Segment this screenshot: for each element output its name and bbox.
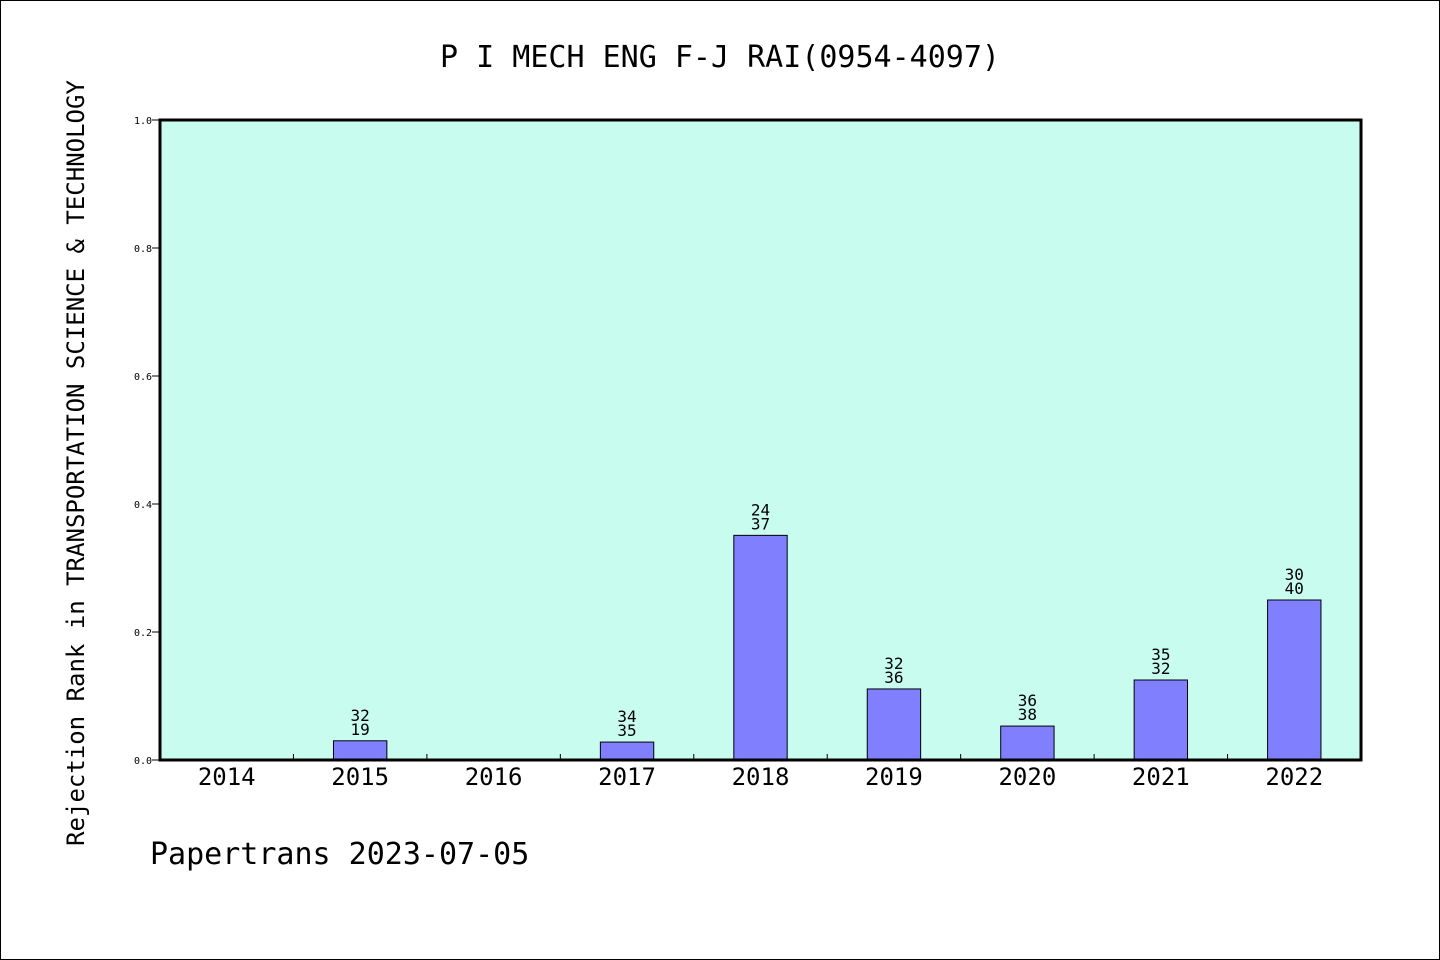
bar-label-top: 36 <box>1018 691 1037 710</box>
bar-label-bottom: 35 <box>617 721 636 740</box>
bar-label-top: 30 <box>1285 565 1304 584</box>
bar-label-bottom: 40 <box>1285 579 1304 598</box>
x-axis-ticks: 2014 2015 2016 2017 2018 2019 2020 2021 2022 <box>198 754 1323 791</box>
bars <box>332 534 1322 761</box>
bar <box>1000 725 1055 761</box>
bar-label-top: 34 <box>617 707 636 726</box>
x-tick-label: 2019 <box>865 763 923 791</box>
bar-label-top: 24 <box>751 500 770 519</box>
x-tick-label: 2014 <box>198 763 256 791</box>
x-tick-label: 2017 <box>598 763 656 791</box>
bar <box>332 740 388 761</box>
y-axis-label: Rejection Rank in TRANSPORTATION SCIENCE… <box>62 80 90 846</box>
bar-label-top: 35 <box>1151 645 1170 664</box>
x-tick-label: 2015 <box>331 763 389 791</box>
bar <box>1133 679 1189 761</box>
y-tick-label: 0.0 <box>134 756 152 767</box>
y-tick-label: 0.4 <box>134 500 152 511</box>
y-tick-label: 0.8 <box>134 244 152 255</box>
y-axis-ticks: 0.0 0.2 0.4 0.6 0.8 1.0 <box>134 116 160 767</box>
bar-label-bottom: 38 <box>1018 705 1037 724</box>
y-tick-label: 0.2 <box>134 628 152 639</box>
plot-border <box>158 118 1363 762</box>
bar <box>733 534 788 761</box>
x-tick-label: 2022 <box>1265 763 1323 791</box>
bar <box>1267 599 1322 761</box>
bar <box>866 688 922 761</box>
bar-label-bottom: 36 <box>884 668 903 687</box>
x-tick-label: 2018 <box>732 763 790 791</box>
bar-label-bottom: 37 <box>751 514 770 533</box>
y-tick-label: 0.6 <box>134 372 152 383</box>
bar-label-top: 32 <box>884 654 903 673</box>
chart-title: P I MECH ENG F-J RAI(0954-4097) <box>440 40 1000 75</box>
x-tick-label: 2020 <box>998 763 1056 791</box>
footer-text: Papertrans 2023-07-05 <box>150 837 529 872</box>
bar-label-top: 32 <box>351 706 370 725</box>
x-tick-label: 2016 <box>465 763 523 791</box>
bar-label-bottom: 19 <box>351 720 370 739</box>
y-tick-label: 1.0 <box>134 116 152 127</box>
bar-label-bottom: 32 <box>1151 659 1170 678</box>
bar <box>599 741 655 761</box>
x-tick-label: 2021 <box>1132 763 1190 791</box>
